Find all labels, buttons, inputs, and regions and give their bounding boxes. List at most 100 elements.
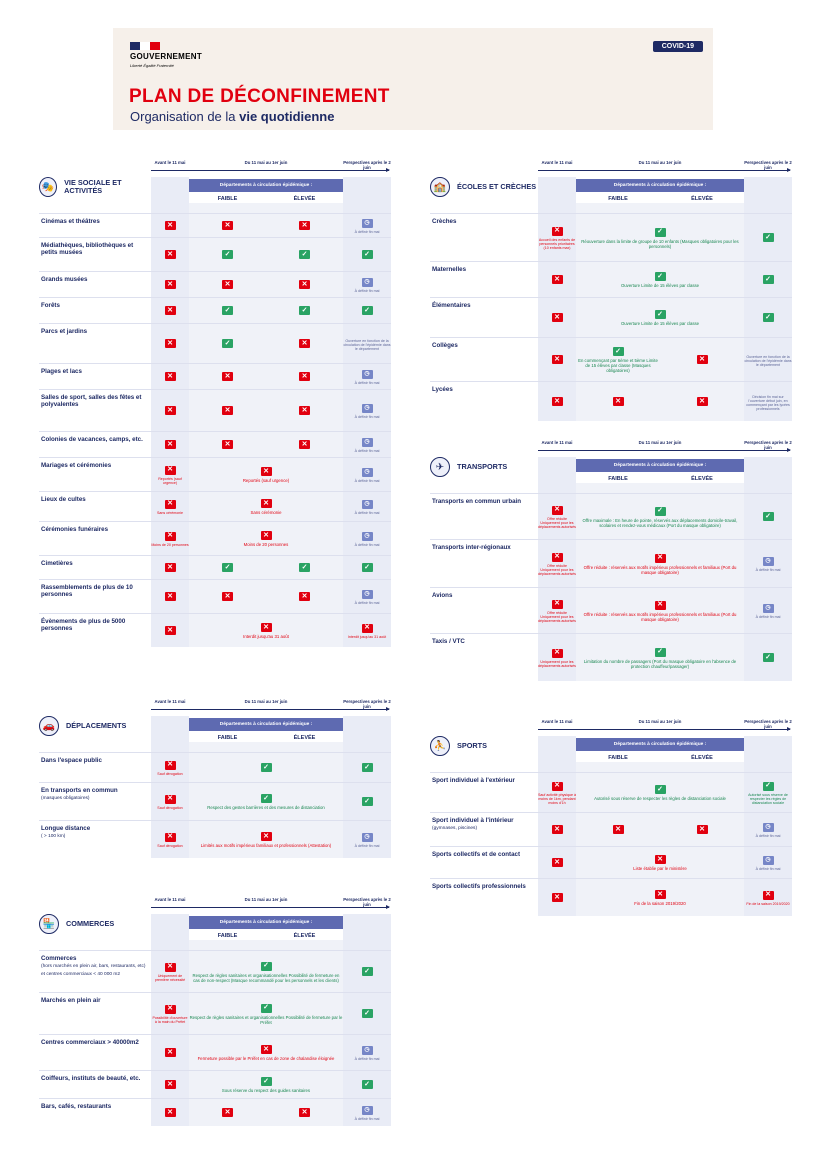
- level-elevee: ÉLEVÉE: [293, 735, 316, 741]
- period-header: Du 11 mai au 1er juin: [244, 699, 288, 704]
- flag-icon: [130, 42, 160, 50]
- table-row: Lieux de cultes ✕ Sans cérémonie ✕ Sans céré…: [39, 491, 391, 521]
- row-label: Longue distance ( > 100 km): [41, 825, 149, 840]
- section-title-ecoles: 🏫 ÉCOLES ET CRÈCHES: [430, 177, 538, 197]
- cell-period: ✓ Ouverture Limite de 15 élèves par class…: [576, 298, 744, 338]
- cell-avant: ✕: [538, 262, 576, 298]
- cell-text: Offre réduite : réservés aux motifs impé…: [583, 611, 737, 622]
- cell-avant: ✕: [538, 813, 576, 847]
- cross-icon: ✕: [696, 397, 708, 406]
- level-faible: FAIBLE: [608, 476, 628, 482]
- cell-text: À définir fin mai: [755, 567, 781, 572]
- cell-text: Offre réduite Uniquement pour les déplac…: [538, 563, 576, 576]
- cell-persp: Ouverture en fonction de la circulation …: [744, 338, 792, 382]
- cell-period: ✓ Limitation du nombre de passagers (Port…: [576, 634, 744, 682]
- row-label: En transports en commun (masques obligato…: [41, 787, 149, 802]
- cell-persp: ◷ À définir fin mai: [343, 522, 391, 556]
- row-label: Transports inter-régionaux: [432, 544, 536, 551]
- row-label: Lycées: [432, 386, 536, 393]
- cell-text: Sauf dérogation: [157, 805, 183, 810]
- cell-text: Moins de 20 personnes: [151, 542, 189, 547]
- panel-ecoles: Avant le 11 mai Du 11 mai au 1er juin Pers…: [430, 157, 792, 421]
- column-header: Avant le 11 mai Du 11 mai au 1er juin Pers…: [39, 696, 391, 716]
- cell-text: Sauf dérogation: [157, 843, 183, 848]
- cross-icon: ✕: [260, 531, 272, 540]
- clock-icon: ◷: [361, 218, 373, 228]
- cell-avant: ✕: [151, 1099, 189, 1127]
- row-label: Sport individuel à l'extérieur: [432, 777, 536, 784]
- cross-icon: ✕: [260, 499, 272, 508]
- level-elevee: ÉLEVÉE: [691, 476, 713, 482]
- cell-text: Décision fin mai sur l'ouverture début j…: [746, 394, 790, 411]
- cell-text: Sans cérémonie: [250, 510, 282, 515]
- period-header: Du 11 mai au 1er juin: [244, 160, 288, 165]
- row-sublabel: ( > 100 km): [41, 834, 66, 839]
- cross-icon: ✕: [164, 962, 176, 972]
- persp-column-bg: [744, 457, 792, 681]
- row-label: Marchés en plein air: [41, 997, 149, 1004]
- column-header: Avant le 11 mai Du 11 mai au 1er juin Pers…: [430, 157, 792, 177]
- cell-elevee: ✓: [266, 298, 343, 324]
- row-label-text: Centres commerciaux > 40000m2: [41, 1039, 139, 1046]
- cell-persp: ✓: [343, 298, 391, 324]
- timeline-arrow: [538, 727, 791, 731]
- shop-icon: 🏪: [39, 914, 59, 934]
- cross-icon: ✕: [551, 858, 563, 867]
- cell-text: Ouverture en fonction de la circulation …: [744, 354, 792, 367]
- cell-period: ✕ Liste établie par le ministère: [576, 847, 744, 879]
- dept-band: Départements à circulation épidémique :: [189, 718, 343, 731]
- row-label: Bars, cafés, restaurants: [41, 1103, 149, 1110]
- persp-header: Perspectives après le 2 juin: [744, 160, 792, 170]
- row-label-text: Bars, cafés, restaurants: [41, 1103, 112, 1110]
- cross-icon: ✕: [551, 552, 563, 562]
- avant-header: Avant le 11 mai: [541, 440, 573, 445]
- dept-band: Départements à circulation épidémique :: [189, 179, 343, 192]
- cross-icon: ✕: [551, 313, 563, 322]
- cell-period: ✕ Fin de la saison 2019/2020: [576, 879, 744, 917]
- row-label: Évènements de plus de 5000 personnes: [41, 618, 149, 632]
- cell-period: ✓ Respect de règles sanitaires et organis…: [189, 993, 343, 1035]
- check-icon: ✓: [361, 1080, 373, 1089]
- cell-period: ✓ Sous réserve du respect des guides sani…: [189, 1071, 343, 1099]
- cell-avant: ✕ Sauf dérogation: [151, 821, 189, 859]
- row-label: Salles de sport, salles des fêtes et pol…: [41, 394, 149, 408]
- avant-header: Avant le 11 mai: [154, 160, 186, 165]
- table-row: Rassemblements de plus de 10 personnes ✕ ✕…: [39, 579, 391, 613]
- cross-icon: ✕: [164, 465, 176, 475]
- avant-column-bg: [538, 177, 576, 421]
- cell-text: Accueil des enfants de personnels priori…: [538, 237, 576, 250]
- cell-faible: ✕: [189, 432, 266, 458]
- cell-avant: ✕: [538, 847, 576, 879]
- check-icon: ✓: [654, 272, 666, 281]
- persp-column-bg: [343, 914, 391, 1126]
- row-label-text: Collèges: [432, 342, 458, 349]
- check-icon: ✓: [361, 306, 373, 315]
- persp-header: Perspectives après le 2 juin: [343, 160, 391, 170]
- cell-avant: ✕: [151, 298, 189, 324]
- check-icon: ✓: [762, 512, 774, 521]
- cell-persp: ✓: [744, 214, 792, 262]
- cell-period: ✓ Offre maximale : En heure de pointe, ré…: [576, 494, 744, 540]
- section-title: ÉCOLES ET CRÈCHES: [457, 182, 537, 191]
- section-title: TRANSPORTS: [457, 462, 508, 471]
- row-label-text: Longue distance: [41, 825, 91, 832]
- clock-icon: ◷: [361, 277, 373, 287]
- cell-text: Interdit jusqu'au 31 août: [243, 634, 289, 639]
- cross-icon: ✕: [299, 592, 310, 601]
- table-row: Bars, cafés, restaurants ✕ ✕ ✕ ◷ À définir fi…: [39, 1098, 391, 1126]
- cell-persp: ✓: [744, 298, 792, 338]
- cell-text: Fermeture possible par le Préfet en cas …: [197, 1056, 335, 1061]
- cross-icon: ✕: [696, 355, 708, 364]
- avant-column-bg: [151, 914, 189, 1126]
- cell-text: Respect de règles sanitaires et organisa…: [192, 972, 340, 983]
- cell-faible: ✓ En commençant par 6ème et 5ème Limite d…: [576, 338, 660, 382]
- check-icon: ✓: [260, 763, 272, 772]
- page-subtitle: Organisation de la vie quotidienne: [130, 109, 335, 124]
- check-icon: ✓: [654, 785, 666, 794]
- panel-vie: Avant le 11 mai Du 11 mai au 1er juin Pers…: [39, 157, 391, 647]
- check-icon: ✓: [361, 563, 373, 572]
- check-icon: ✓: [260, 1077, 272, 1086]
- check-icon: ✓: [260, 961, 272, 971]
- section-title-transports: ✈ TRANSPORTS: [430, 457, 538, 477]
- cell-persp: ✓: [744, 634, 792, 682]
